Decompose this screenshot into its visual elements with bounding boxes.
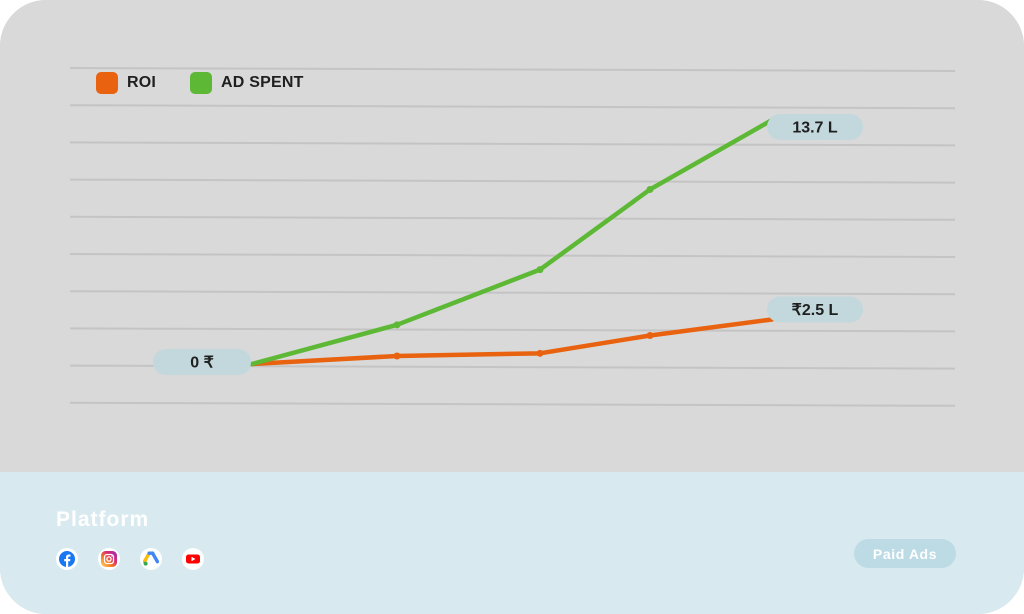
value-labels: 0 ₹ ₹2.5 L 13.7 L — [153, 114, 863, 375]
legend-swatch-roi — [96, 72, 118, 94]
legend-item-roi: ROI — [96, 72, 156, 94]
gridline — [69, 67, 956, 72]
pill-background — [767, 296, 863, 323]
line-chart: 0 ₹ ₹2.5 L 13.7 L — [69, 67, 956, 407]
footer-title: Platform — [56, 508, 150, 531]
chart-legend: ROI AD SPENT — [96, 72, 304, 94]
youtube-icon[interactable] — [182, 548, 204, 570]
gridline — [69, 104, 956, 110]
platform-icons — [56, 548, 204, 570]
data-point — [646, 332, 654, 340]
value-label-pill: 13.7 L — [767, 114, 863, 140]
value-label: ₹2.5 L — [792, 302, 839, 319]
series-lines — [249, 117, 775, 367]
series-line-ad-spent — [249, 117, 775, 367]
gridline — [69, 178, 956, 184]
value-label-pill: ₹2.5 L — [767, 296, 863, 323]
chart-area: 0 ₹ ₹2.5 L 13.7 L ROI AD SPENT — [69, 67, 956, 407]
legend-label: AD SPENT — [221, 74, 304, 91]
legend-item-ad-spent: AD SPENT — [190, 72, 304, 94]
gridline — [69, 141, 956, 147]
platform-footer: Platform — [0, 472, 1024, 614]
pill-background — [767, 114, 863, 140]
pill-background — [153, 349, 251, 375]
data-point — [536, 349, 544, 357]
value-label: 13.7 L — [792, 120, 838, 137]
legend-swatch-ad-spent — [190, 72, 213, 94]
data-point — [646, 185, 654, 193]
gridlines — [69, 67, 956, 407]
instagram-icon[interactable] — [98, 548, 120, 570]
data-point — [393, 352, 401, 360]
value-label-pill: 0 ₹ — [153, 349, 251, 375]
gridline — [69, 215, 956, 221]
data-point — [393, 321, 401, 329]
legend-label: ROI — [127, 74, 157, 91]
paid-ads-tag[interactable]: Paid Ads — [854, 539, 956, 568]
gridline — [69, 327, 956, 333]
value-label: 0 ₹ — [190, 355, 214, 372]
data-point — [536, 266, 544, 274]
google-ads-icon[interactable] — [140, 548, 162, 570]
facebook-icon[interactable] — [56, 548, 78, 570]
gridline — [69, 290, 956, 296]
gridline — [69, 401, 956, 407]
gridline — [69, 253, 956, 258]
